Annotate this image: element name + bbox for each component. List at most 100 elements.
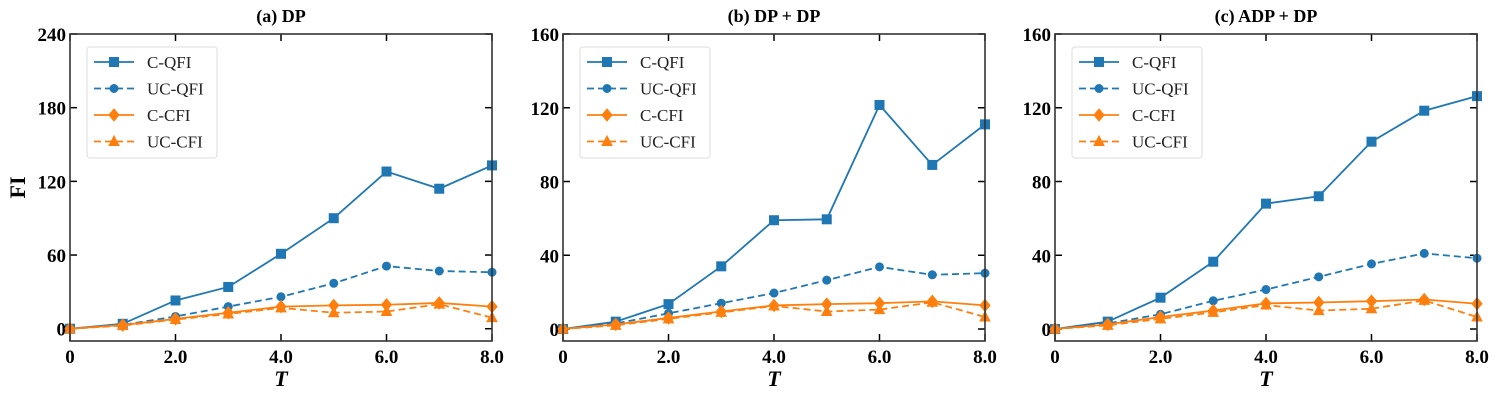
x-tick-label: 8.0 (480, 347, 504, 368)
legend-label: UC-QFI (147, 80, 204, 99)
legend-marker (108, 134, 120, 146)
data-point-UC-CFI (169, 312, 182, 325)
data-point-UC-CFI (820, 304, 833, 316)
y-tick-label: 40 (540, 246, 559, 267)
y-axis-label: FI (5, 177, 30, 199)
data-point-UC-QFI (769, 288, 779, 298)
data-point-UC-QFI (1367, 259, 1376, 269)
data-point-UC-QFI (1261, 285, 1271, 295)
legend-marker (602, 84, 612, 93)
x-tick-label: 6.0 (375, 347, 399, 368)
data-point-C-QFI (716, 261, 727, 272)
data-point-UC-QFI (329, 278, 339, 288)
data-point-UC-CFI (380, 304, 393, 317)
subplot-1: (a) DP 0 60 120 180 240 0 2.0 4.0 6.0 8.0 T FI C-QFI U… (5, 6, 504, 391)
data-point-UC-QFI (875, 262, 884, 272)
y-tick-label: 120 (38, 172, 67, 193)
data-point-C-QFI (1155, 292, 1166, 303)
legend: C-QFI UC-QFI C-CFI UC-CFI (1071, 46, 1203, 159)
x-tick-label: 2.0 (657, 347, 681, 368)
data-point-UC-CFI (1418, 293, 1431, 305)
x-tick-label: 8.0 (1465, 347, 1489, 368)
data-point-UC-QFI (276, 292, 286, 302)
legend-box (579, 46, 711, 159)
data-point-C-QFI (434, 183, 445, 194)
x-tick-label: 2.0 (164, 347, 188, 368)
data-point-C-QFI (1208, 256, 1219, 267)
axes-frame (1054, 33, 1478, 342)
data-point-UC-CFI (222, 307, 235, 319)
x-tick-label: 0 (1050, 347, 1060, 368)
x-tick-label: 4.0 (1254, 347, 1278, 368)
legend-label: UC-QFI (640, 80, 697, 99)
legend: C-QFI UC-QFI C-CFI UC-CFI (579, 46, 711, 159)
x-tick-label: 8.0 (973, 347, 997, 368)
x-axis-label: T (767, 366, 782, 391)
legend-label: UC-CFI (147, 133, 203, 152)
y-tick-label: 240 (38, 25, 67, 46)
data-point-UC-CFI (275, 301, 287, 313)
subplot-title: (b) DP + DP (728, 6, 821, 27)
data-point-UC-QFI (1314, 272, 1324, 282)
data-point-UC-CFI (609, 318, 622, 330)
x-tick-label: 6.0 (1360, 347, 1384, 368)
y-tick-label: 120 (1023, 99, 1052, 120)
legend-label: UC-CFI (640, 133, 696, 152)
y-tick-label: 160 (531, 25, 560, 46)
legend-marker (1094, 84, 1104, 93)
subplot-title: (a) DP (256, 6, 305, 27)
legend-label: C-QFI (1132, 53, 1177, 72)
data-point-C-QFI (328, 213, 339, 224)
axes-frame (562, 33, 986, 342)
legend-label: C-CFI (147, 106, 191, 125)
y-tick-label: 0 (57, 320, 67, 341)
data-point-C-QFI (821, 214, 832, 225)
y-tick-label: 120 (531, 99, 560, 120)
y-tick-label: 180 (38, 99, 67, 120)
series-line-UC-QFI (562, 265, 986, 330)
x-tick-label: 2.0 (1149, 347, 1173, 368)
data-point-C-QFI (1419, 105, 1430, 116)
y-tick-label: 80 (540, 173, 559, 194)
legend-label: C-CFI (1132, 106, 1176, 125)
y-tick-label: 160 (1023, 25, 1052, 46)
legend-box (1071, 46, 1203, 159)
y-tick-label: 40 (1032, 246, 1051, 267)
data-point-C-QFI (769, 215, 779, 226)
legend-box (86, 46, 218, 159)
data-point-UC-CFI (327, 306, 340, 318)
legend-marker (601, 134, 613, 146)
data-point-UC-CFI (1207, 305, 1220, 317)
x-tick-label: 0 (65, 347, 75, 368)
x-axis-label: T (1259, 366, 1274, 391)
x-tick-label: 0 (558, 347, 568, 368)
data-point-UC-CFI (926, 295, 939, 307)
subplot-2: (b) DP + DP 0 40 80 120 160 0 2.0 4.0 6.0 8.0 T C-QF… (531, 6, 997, 391)
y-tick-label: 0 (1042, 320, 1052, 341)
legend-label: C-QFI (640, 53, 685, 72)
legend-marker (601, 108, 613, 122)
x-axis-label: T (274, 366, 289, 391)
legend-marker (1093, 134, 1105, 146)
data-point-UC-CFI (1154, 312, 1167, 324)
x-tick-label: 4.0 (762, 347, 786, 368)
legend-label: C-QFI (147, 53, 192, 72)
data-point-UC-CFI (1101, 318, 1114, 330)
legend-marker (602, 57, 612, 67)
data-point-UC-CFI (1365, 302, 1378, 314)
legend-marker (1093, 108, 1105, 122)
data-point-UC-CFI (873, 303, 886, 315)
data-point-C-QFI (874, 99, 885, 110)
legend-marker (109, 84, 119, 93)
y-tick-label: 80 (1032, 173, 1051, 194)
subplot-3: (c) ADP + DP 0 40 80 120 160 0 2.0 4.0 6.0 8.0 T C-Q… (1023, 6, 1489, 391)
data-point-UC-CFI (715, 305, 728, 317)
data-point-C-QFI (1313, 191, 1324, 202)
data-point-C-QFI (381, 166, 392, 177)
data-point-UC-CFI (768, 299, 780, 311)
legend: C-QFI UC-QFI C-CFI UC-CFI (86, 46, 218, 159)
subplot-title: (c) ADP + DP (1215, 6, 1318, 27)
data-point-UC-QFI (822, 275, 832, 285)
data-point-C-QFI (1366, 136, 1377, 147)
